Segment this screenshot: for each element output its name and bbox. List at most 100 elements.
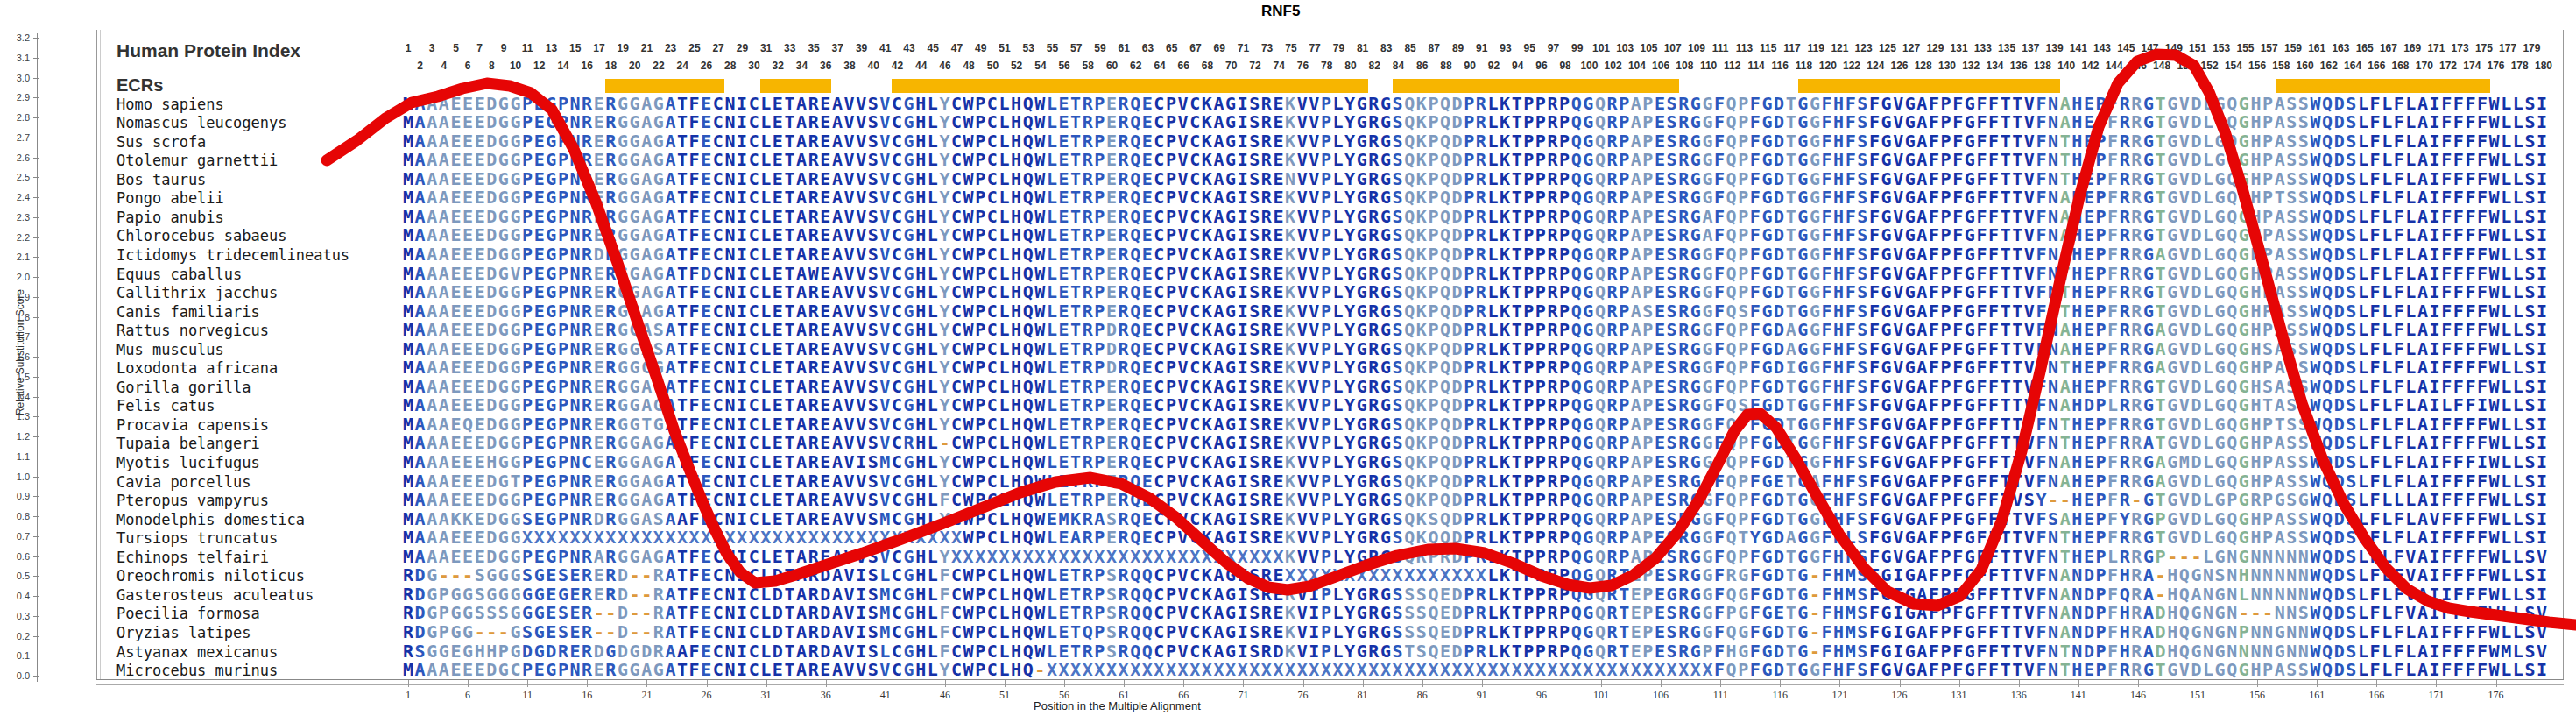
species-name[interactable]: Sus scrofa bbox=[116, 133, 206, 151]
x-tick-label: 21 bbox=[629, 689, 664, 702]
species-name[interactable]: Oryzias latipes bbox=[116, 624, 251, 641]
y-tick-mark bbox=[33, 357, 39, 358]
y-tick-label: 1.4 bbox=[2, 392, 30, 402]
species-name[interactable]: Canis familiaris bbox=[116, 303, 260, 321]
species-name[interactable]: Bos taurus bbox=[116, 171, 206, 188]
x-tick-label: 116 bbox=[1762, 689, 1797, 702]
y-tick-label: 0.4 bbox=[2, 591, 30, 601]
y-tick-label: 1.2 bbox=[2, 431, 30, 442]
ecr-block[interactable] bbox=[760, 79, 832, 93]
alignment-row[interactable]: MAAAEEEDGCPEGPNRERGGAGATFECNICLETAREAVVS… bbox=[402, 661, 2548, 679]
species-name[interactable]: Chlorocebus sabaeus bbox=[116, 227, 286, 245]
x-tick-mark bbox=[1780, 680, 1781, 687]
alignment-row[interactable]: MAAAEEEDGVPEGPNRERGGAGATFDCNICLETAWEAVVS… bbox=[402, 265, 2548, 283]
species-name[interactable]: Poecilia formosa bbox=[116, 605, 260, 622]
species-name[interactable]: Echinops telfairi bbox=[116, 549, 269, 566]
alignment-row[interactable]: MAAAEEEDGGPEGPNRERGGAGATFECNICLETAREAVVS… bbox=[402, 170, 2548, 188]
alignment-row[interactable]: MAAAEEEDGGXXXXXXXXXXXXXXXXXXXXXXXXXXXXXX… bbox=[402, 528, 2548, 547]
species-name[interactable]: Tursiops truncatus bbox=[116, 529, 278, 547]
x-tick-mark bbox=[1064, 680, 1065, 687]
x-tick-label: 36 bbox=[808, 689, 843, 702]
alignment-row[interactable]: MAAAEEEDGGPEGPNRDRGGAGATFECNICLETAREAVVS… bbox=[402, 245, 2548, 264]
species-name[interactable]: Loxodonta africana bbox=[116, 359, 278, 377]
alignment-row[interactable]: RSGGEGHHPGDGDRERDGDGDRAAFECNICLDTARDAVIS… bbox=[402, 642, 2548, 661]
plot-border-left2 bbox=[100, 30, 101, 680]
alignment-row[interactable]: MAAAEEEDGGPEGPNRERGGAGATFECNICLETAREAVVS… bbox=[402, 491, 2548, 509]
species-name[interactable]: Ictidomys tridecemlineatus bbox=[116, 246, 349, 264]
alignment-row[interactable]: RDG---SGGGSGESERERD--RATFECNICLDTARDAVIS… bbox=[402, 566, 2548, 585]
species-name[interactable]: Otolemur garnettii bbox=[116, 152, 278, 169]
x-tick-label: 76 bbox=[1286, 689, 1321, 702]
ecr-block[interactable] bbox=[1393, 79, 1679, 93]
alignment-row[interactable]: MAAAEEEDGGPEGPNRERGGAGATFECNICLETAREAVVS… bbox=[402, 302, 2548, 321]
alignment-row[interactable]: MAAAEEEDGGPEGPNRERGGAGATFECNICLETAREAVVS… bbox=[402, 132, 2548, 151]
species-name[interactable]: Oreochromis niloticus bbox=[116, 567, 305, 585]
species-name[interactable]: Microcebus murinus bbox=[116, 662, 278, 679]
y-tick-label: 0.2 bbox=[2, 631, 30, 641]
x-tick-label: 46 bbox=[928, 689, 963, 702]
alignment-row[interactable]: MAAAEEEDGGPEGPNRERGGASATFECNICLETAREAVVS… bbox=[402, 340, 2548, 358]
x-tick-mark bbox=[1900, 680, 1901, 687]
species-name[interactable]: Felis catus bbox=[116, 397, 215, 415]
y-tick-mark bbox=[33, 397, 39, 398]
plot-border-left bbox=[96, 30, 97, 680]
alignment-row[interactable]: MAAAEEEDGGPEGPNRERGGAGATFECNICLETAREAVVS… bbox=[402, 95, 2548, 113]
species-name[interactable]: Cavia porcellus bbox=[116, 473, 251, 491]
x-tick-label: 86 bbox=[1405, 689, 1440, 702]
alignment-row[interactable]: MAAAEEEHGGPEGPNCERGGAGATFECNICLETAREAVIS… bbox=[402, 453, 2548, 471]
alignment-row[interactable]: MAAAEEEDGGPEGPNRERGGAGATFECNICLETAREAVVS… bbox=[402, 226, 2548, 245]
alignment-row[interactable]: RDGPGG---GSGESER--D--RATFECNICLDTARDAVIS… bbox=[402, 623, 2548, 641]
x-tick-label: 166 bbox=[2359, 689, 2394, 702]
alignment-row[interactable]: RDGPGGSSSGGGESER--D--RATFECNICLDTARDAVIS… bbox=[402, 604, 2548, 622]
y-tick-mark bbox=[33, 97, 39, 98]
species-name[interactable]: Myotis lucifugus bbox=[116, 454, 260, 471]
species-name[interactable]: Procavia capensis bbox=[116, 416, 269, 434]
species-name[interactable]: Gasterosteus aculeatus bbox=[116, 586, 314, 604]
species-name[interactable]: Papio anubis bbox=[116, 209, 224, 226]
alignment-row[interactable]: MAAAKKEDGGSEGPNRDRGGASAAFECNICLETAREAVVS… bbox=[402, 510, 2548, 528]
y-tick-mark bbox=[33, 317, 39, 318]
alignment-row[interactable]: RDGPGGSGGGGGEGERERD--RATFECNICLDTARDAVIS… bbox=[402, 585, 2548, 604]
y-tick-mark bbox=[33, 416, 39, 417]
species-name[interactable]: Homo sapiens bbox=[116, 96, 224, 113]
x-tick-label: 146 bbox=[2121, 689, 2156, 702]
alignment-row[interactable]: MAAAEEEDGGPEGPNRERGGAGATFECNICLETAREAVVS… bbox=[402, 378, 2548, 396]
alignment-row[interactable]: MAAAEEEDGGPEGPNRERGGAGATFECNICLETAREAVVS… bbox=[402, 396, 2548, 415]
x-tick-label: 151 bbox=[2180, 689, 2215, 702]
x-tick-label: 31 bbox=[749, 689, 784, 702]
alignment-row[interactable]: MAAAEEEDGTPEGPNRERGGAGATFECNICLETAREAVVS… bbox=[402, 472, 2548, 491]
y-tick-label: 1.9 bbox=[2, 292, 30, 302]
species-name[interactable]: Rattus norvegicus bbox=[116, 322, 269, 339]
alignment-row[interactable]: MAAAEEEDGGPEGPNRERGGAGATFECNICLETAREAVVS… bbox=[402, 151, 2548, 169]
alignment-row[interactable]: MAAAEEEDGGPEGPNRARGGAGATFECNICLETAREAVVS… bbox=[402, 548, 2548, 566]
species-name[interactable]: Equus caballus bbox=[116, 266, 242, 283]
ecr-block[interactable] bbox=[1798, 79, 2061, 93]
species-name[interactable]: Mus musculus bbox=[116, 341, 224, 358]
y-tick-mark bbox=[33, 536, 39, 537]
species-name[interactable]: Pongo abelii bbox=[116, 189, 224, 207]
x-tick-mark bbox=[945, 680, 946, 687]
ecr-block[interactable] bbox=[892, 79, 1369, 93]
ecr-block[interactable] bbox=[605, 79, 724, 93]
alignment-row[interactable]: MAAAEEEDGGPEGPNRERGGASATFECNICLETAREAVVS… bbox=[402, 321, 2548, 339]
species-name[interactable]: Gorilla gorilla bbox=[116, 379, 251, 396]
x-tick-label: 136 bbox=[2001, 689, 2036, 702]
ecr-block[interactable] bbox=[2276, 79, 2490, 93]
alignment-row[interactable]: MAAAEQEDGGPEGPNRERGGTGATFECNICLETAREAVVS… bbox=[402, 415, 2548, 434]
x-tick-label: 121 bbox=[1822, 689, 1857, 702]
alignment-row[interactable]: MAAAEEEDGGPEGPNRERGGAGATFECNICLETAREAVVS… bbox=[402, 208, 2548, 226]
alignment-row[interactable]: MAAAEEEDGGPEGPNRERGGAGATFECNICLETAREAVVS… bbox=[402, 283, 2548, 301]
y-tick-mark bbox=[33, 297, 39, 298]
alignment-row[interactable]: MAAAEEEDGGPEGPNRERGGAGATFECNICLETAREAVVS… bbox=[402, 434, 2548, 452]
species-name[interactable]: Tupaia belangeri bbox=[116, 435, 260, 452]
species-name[interactable]: Monodelphis domestica bbox=[116, 511, 305, 528]
species-name[interactable]: Astyanax mexicanus bbox=[116, 643, 278, 661]
species-name[interactable]: Callithrix jacchus bbox=[116, 284, 278, 301]
x-axis-line bbox=[96, 684, 2564, 685]
species-name[interactable]: Nomascus leucogenys bbox=[116, 114, 286, 131]
alignment-row[interactable]: MAAAEEEDGGPEGPNRERGGAGATFECNICLETAREAVVS… bbox=[402, 188, 2548, 207]
x-tick-mark bbox=[408, 680, 409, 687]
alignment-row[interactable]: MAAAEEEDGGPEGPNRERGGGGATFECNICLETAREAVVS… bbox=[402, 358, 2548, 377]
alignment-row[interactable]: MAAAEEEDGGPEGPNRERGGAGATFECNICLETAREAVVS… bbox=[402, 113, 2548, 131]
species-name[interactable]: Pteropus vampyrus bbox=[116, 492, 269, 509]
